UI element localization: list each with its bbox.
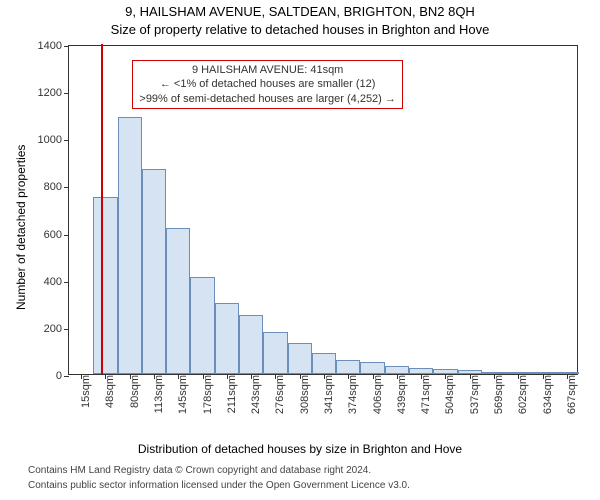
histogram-bar (360, 362, 384, 374)
y-tick-label: 800 (27, 181, 62, 193)
x-tick-label: 243sqm (250, 375, 262, 414)
x-tick-label: 471sqm (420, 375, 432, 414)
y-tick (64, 46, 69, 47)
y-axis-label: Number of detached properties (14, 145, 28, 310)
property-marker-line (101, 44, 103, 374)
x-tick-label: 537sqm (469, 375, 481, 414)
chart-title-line1: 9, HAILSHAM AVENUE, SALTDEAN, BRIGHTON, … (0, 4, 600, 19)
histogram-bar (118, 117, 142, 374)
histogram-bar (312, 353, 336, 374)
histogram-bar (93, 197, 117, 374)
y-tick-label: 400 (27, 276, 62, 288)
y-tick (64, 376, 69, 377)
histogram-bar (288, 343, 312, 374)
y-tick-label: 0 (27, 370, 62, 382)
y-tick (64, 282, 69, 283)
histogram-bar (190, 277, 214, 374)
histogram-bar (263, 332, 287, 374)
y-tick-label: 600 (27, 229, 62, 241)
chart-container: 9, HAILSHAM AVENUE, SALTDEAN, BRIGHTON, … (0, 0, 600, 500)
y-tick (64, 93, 69, 94)
annotation-line2: ← <1% of detached houses are smaller (12… (139, 77, 396, 91)
footnote-line2: Contains public sector information licen… (28, 480, 410, 491)
x-tick-label: 113sqm (153, 375, 165, 413)
y-tick-label: 1400 (27, 40, 62, 52)
annotation-line3: >99% of semi-detached houses are larger … (139, 92, 396, 106)
y-tick (64, 140, 69, 141)
y-tick (64, 235, 69, 236)
x-tick-label: 48sqm (104, 375, 116, 408)
x-tick-label: 667sqm (566, 375, 578, 414)
annotation-line1: 9 HAILSHAM AVENUE: 41sqm (139, 63, 396, 77)
x-tick-label: 276sqm (274, 375, 286, 414)
x-tick-label: 634sqm (542, 375, 554, 414)
histogram-bar (215, 303, 239, 374)
x-tick-label: 569sqm (493, 375, 505, 414)
footnote-line1: Contains HM Land Registry data © Crown c… (28, 465, 371, 476)
x-tick-label: 374sqm (347, 375, 359, 414)
chart-title-line2: Size of property relative to detached ho… (0, 22, 600, 37)
histogram-bar (142, 169, 166, 374)
x-tick-label: 15sqm (80, 375, 92, 408)
histogram-bar (239, 315, 263, 374)
x-tick-label: 80sqm (129, 375, 141, 408)
x-tick-label: 504sqm (444, 375, 456, 414)
y-tick (64, 329, 69, 330)
histogram-bar (166, 228, 190, 374)
histogram-bar (385, 366, 409, 374)
x-tick-label: 308sqm (299, 375, 311, 414)
y-tick-label: 1000 (27, 134, 62, 146)
x-tick-label: 145sqm (177, 375, 189, 414)
x-axis-label: Distribution of detached houses by size … (0, 442, 600, 456)
x-tick-label: 341sqm (323, 375, 335, 414)
x-tick-label: 406sqm (372, 375, 384, 414)
plot-area: 020040060080010001200140015sqm48sqm80sqm… (68, 45, 578, 375)
y-tick-label: 200 (27, 323, 62, 335)
y-tick-label: 1200 (27, 87, 62, 99)
x-tick-label: 602sqm (517, 375, 529, 414)
x-tick-label: 178sqm (202, 375, 214, 414)
x-tick-label: 211sqm (226, 375, 238, 413)
annotation-box: 9 HAILSHAM AVENUE: 41sqm← <1% of detache… (132, 60, 403, 109)
y-tick (64, 187, 69, 188)
histogram-bar (336, 360, 360, 374)
x-tick-label: 439sqm (396, 375, 408, 414)
